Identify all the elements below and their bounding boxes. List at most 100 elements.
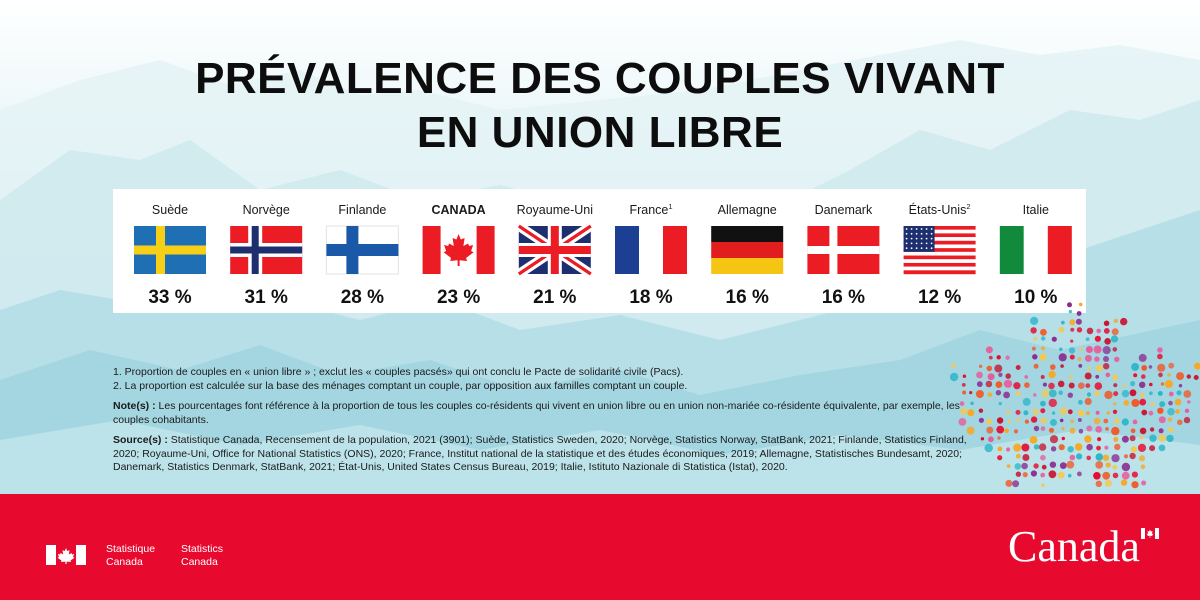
note-text: Les pourcentages font référence à la pro… bbox=[113, 400, 960, 426]
decorative-dot bbox=[1078, 382, 1085, 389]
decorative-dot bbox=[1102, 454, 1110, 462]
decorative-dot bbox=[1113, 391, 1119, 397]
decorative-dot bbox=[1130, 428, 1136, 434]
decorative-dot bbox=[976, 371, 983, 379]
decorative-dot bbox=[1041, 464, 1047, 470]
decorative-dot bbox=[1021, 443, 1030, 452]
decorative-dot bbox=[1040, 472, 1046, 478]
canada-flag-icon bbox=[422, 226, 495, 274]
decorative-dot bbox=[1040, 375, 1045, 379]
decorative-dot bbox=[1051, 336, 1057, 342]
decorative-dot bbox=[1110, 335, 1119, 343]
decorative-dot bbox=[1103, 328, 1110, 334]
decorative-dot bbox=[1022, 454, 1030, 461]
decorative-dot bbox=[1066, 460, 1075, 469]
decorative-dot bbox=[1121, 462, 1131, 472]
footnote-mark: 2 bbox=[966, 202, 970, 211]
decorative-dot bbox=[1138, 353, 1147, 362]
country-label: Finlande bbox=[338, 203, 386, 217]
decorative-dot bbox=[1059, 407, 1068, 416]
decorative-dot bbox=[1139, 398, 1147, 406]
country-label: CANADA bbox=[432, 203, 486, 217]
decorative-dot bbox=[985, 346, 993, 354]
decorative-dot bbox=[1174, 398, 1182, 406]
decorative-dot bbox=[1131, 362, 1140, 371]
decorative-dot bbox=[1086, 327, 1094, 335]
decorative-dot bbox=[1077, 471, 1082, 477]
decorative-dot bbox=[1095, 461, 1104, 469]
decorative-dot bbox=[1149, 382, 1153, 387]
decorative-dot bbox=[1067, 473, 1072, 478]
decorative-dot bbox=[959, 401, 965, 406]
decorative-dot bbox=[1104, 390, 1113, 400]
decorative-dot bbox=[1070, 339, 1074, 343]
decorative-dot bbox=[1106, 411, 1111, 415]
decorative-dot bbox=[1040, 417, 1047, 424]
decorative-dot bbox=[1184, 408, 1190, 413]
decorative-dot bbox=[1040, 400, 1046, 407]
country-label: Norvège bbox=[243, 203, 290, 217]
decorative-dot bbox=[986, 365, 993, 372]
source-text: Statistique Canada, Recensement de la po… bbox=[113, 434, 967, 473]
germany-flag-icon bbox=[711, 226, 784, 274]
decorative-dot bbox=[1015, 471, 1022, 477]
agency-en-line-1: Statistics bbox=[181, 543, 224, 555]
decorative-dot bbox=[961, 383, 966, 387]
footnote-2: 2. La proportion est calculée sur la bas… bbox=[113, 379, 688, 392]
decorative-dot bbox=[1032, 354, 1038, 360]
decorative-dot bbox=[1024, 382, 1030, 388]
decorative-dot bbox=[988, 436, 994, 443]
decorative-dot bbox=[1029, 436, 1038, 444]
decorative-dot bbox=[1158, 372, 1163, 378]
decorative-dot bbox=[1051, 411, 1056, 415]
decorative-dot bbox=[1003, 379, 1013, 388]
decorative-dot bbox=[1105, 372, 1111, 378]
decorative-dot bbox=[1068, 347, 1076, 354]
decorative-dot bbox=[1076, 453, 1083, 460]
decorative-dot bbox=[1078, 428, 1084, 434]
decorative-dot bbox=[1097, 437, 1102, 442]
decorative-dot bbox=[1033, 363, 1039, 369]
agency-fr-line-1: Statistique bbox=[106, 543, 156, 555]
decorative-dot bbox=[1059, 347, 1063, 352]
decorative-dot bbox=[1137, 443, 1147, 452]
decorative-dot bbox=[978, 364, 983, 368]
country-label: Allemagne bbox=[718, 203, 777, 217]
decorative-dot bbox=[1168, 400, 1173, 406]
decorative-dot bbox=[1095, 364, 1103, 372]
note-label: Note(s) : bbox=[113, 400, 156, 412]
decorative-dot bbox=[1149, 391, 1153, 396]
decorative-dot bbox=[1022, 472, 1028, 478]
value-label: 18 % bbox=[629, 287, 672, 308]
value-label: 23 % bbox=[437, 287, 480, 308]
decorative-dot bbox=[978, 417, 984, 423]
decorative-dot bbox=[1093, 472, 1101, 480]
value-label: 28 % bbox=[341, 287, 384, 308]
decorative-dot bbox=[970, 401, 974, 406]
decorative-dot bbox=[1005, 410, 1011, 415]
country-label: Italie bbox=[1023, 203, 1049, 217]
decorative-dot bbox=[1113, 418, 1120, 424]
decorative-dot bbox=[1095, 480, 1102, 487]
decorative-dot bbox=[1086, 392, 1092, 397]
decorative-dot bbox=[1121, 471, 1130, 480]
decorative-dot bbox=[1113, 402, 1117, 406]
decorative-dot bbox=[1007, 419, 1012, 424]
decorative-dot bbox=[1068, 382, 1075, 389]
decorative-dot bbox=[1131, 471, 1138, 478]
decorative-dot bbox=[958, 418, 967, 426]
decorative-dot bbox=[1005, 373, 1011, 379]
decorative-dot bbox=[1112, 472, 1119, 479]
decorative-dot bbox=[1157, 363, 1166, 372]
decorative-dot bbox=[1178, 384, 1183, 388]
decorative-dot bbox=[1113, 383, 1118, 388]
infographic-title: PRÉVALENCE DES COUPLES VIVANT EN UNION L… bbox=[0, 52, 1200, 160]
decorative-dot bbox=[1111, 426, 1120, 436]
decorative-dot bbox=[1074, 443, 1083, 451]
decorative-dot bbox=[1139, 435, 1144, 440]
decorative-dot bbox=[1067, 302, 1072, 308]
decorative-dot bbox=[1130, 381, 1136, 387]
decorative-dot bbox=[1058, 390, 1063, 395]
decorative-dot bbox=[1093, 345, 1102, 354]
decorative-dot bbox=[1004, 428, 1009, 433]
